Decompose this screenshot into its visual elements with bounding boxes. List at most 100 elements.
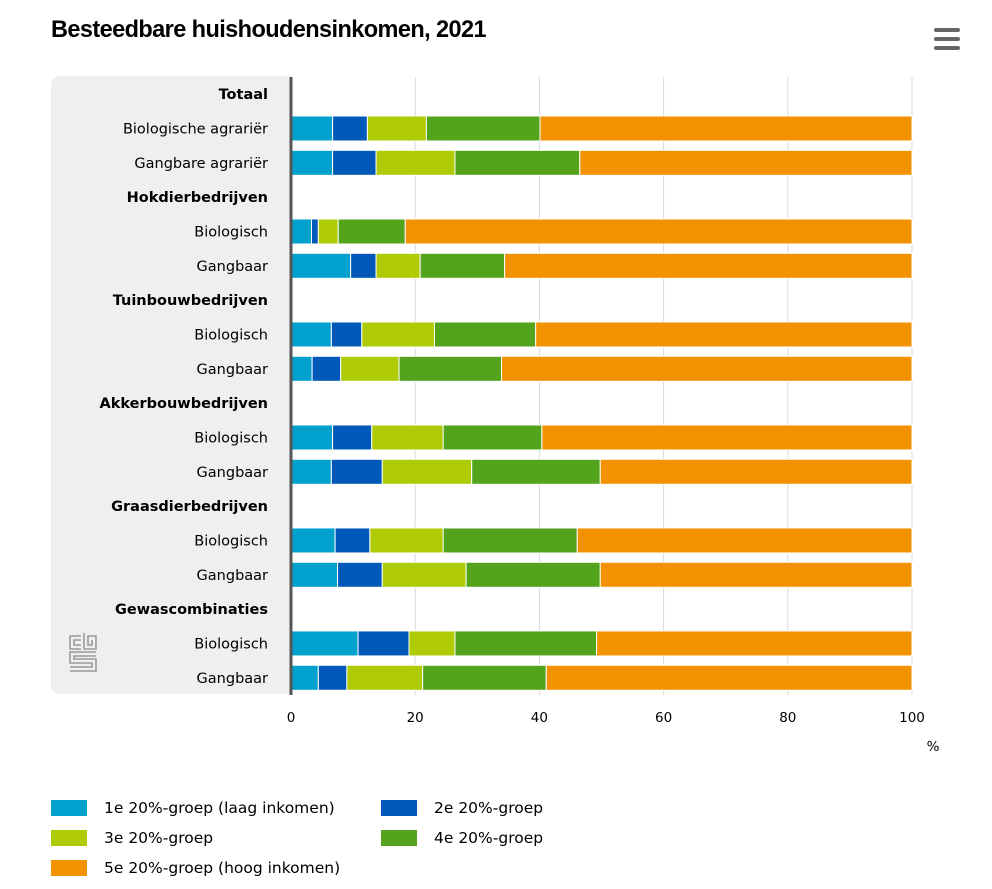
bar-segment-series-2[interactable] [332, 115, 368, 142]
bar-segment-series-5[interactable] [541, 424, 913, 451]
bar-segment-series-3[interactable] [381, 458, 473, 485]
bar-segment-series-2[interactable] [334, 527, 371, 554]
bar-segment-series-3[interactable] [381, 561, 467, 588]
chart-title: Besteedbare huishoudensinkomen, 2021 [51, 16, 487, 43]
legend-swatch [381, 800, 417, 816]
bar-segment-series-5[interactable] [599, 458, 913, 485]
category-label: Gangbaar [197, 465, 268, 481]
bar-segment-series-1[interactable] [290, 424, 334, 451]
category-label: Biologisch [194, 224, 268, 240]
category-label: Biologisch [194, 327, 268, 343]
bar-segment-series-3[interactable] [366, 115, 427, 142]
bar-segment-series-2[interactable] [350, 252, 377, 279]
bar-segment-series-1[interactable] [290, 115, 334, 142]
bar-segment-series-4[interactable] [454, 149, 581, 176]
bar-segment-series-4[interactable] [419, 252, 506, 279]
bar-segment-series-5[interactable] [576, 527, 913, 554]
category-label: Biologisch [194, 430, 268, 446]
group-label: Akkerbouwbedrijven [100, 396, 268, 412]
x-axis-ticks: 0 20 40 60 80 100 [287, 710, 925, 726]
bar-segment-series-4[interactable] [442, 527, 578, 554]
bar-segment-series-2[interactable] [330, 458, 383, 485]
bar-segment-series-4[interactable] [398, 355, 503, 382]
category-labels: Totaal Biologische agrariër Gangbare agrar… [100, 87, 269, 687]
category-label: Biologische agrariër [123, 121, 268, 137]
bar-segment-series-4[interactable] [337, 218, 406, 245]
bar-segment-series-2[interactable] [317, 664, 348, 691]
group-label: Graasdierbedrijven [111, 499, 268, 515]
bar-segment-series-2[interactable] [330, 321, 363, 348]
gridlines [414, 77, 913, 695]
bar-segment-series-1[interactable] [290, 664, 319, 691]
bar-segment-series-3[interactable] [375, 149, 456, 176]
bar-segment-series-4[interactable] [425, 115, 541, 142]
bar-segment-series-4[interactable] [422, 664, 547, 691]
hamburger-menu-icon[interactable] [934, 28, 960, 50]
bar-segment-series-1[interactable] [290, 218, 312, 245]
category-label: Biologisch [194, 533, 268, 549]
x-tick-label: 100 [899, 710, 925, 726]
bar-segment-series-1[interactable] [290, 355, 313, 382]
legend-label: 1e 20%-groep (laag inkomen) [104, 799, 335, 817]
bar-segment-series-2[interactable] [337, 561, 383, 588]
bar-segment-series-1[interactable] [290, 630, 359, 657]
category-label: Gangbare agrariër [134, 156, 268, 172]
category-label-panel [51, 76, 291, 694]
bar-segment-series-4[interactable] [471, 458, 601, 485]
bar-segment-series-2[interactable] [332, 424, 373, 451]
bar-segment-series-5[interactable] [579, 149, 913, 176]
x-tick-label: 20 [407, 710, 424, 726]
bar-segment-series-1[interactable] [290, 149, 334, 176]
legend-label: 3e 20%-groep [104, 829, 214, 847]
legend-label: 5e 20%-groep (hoog inkomen) [104, 859, 341, 877]
bar-segment-series-3[interactable] [369, 527, 444, 554]
category-label: Biologisch [194, 636, 268, 652]
bar-segment-series-5[interactable] [504, 252, 913, 279]
bar-segment-series-5[interactable] [545, 664, 913, 691]
legend-item[interactable]: 5e 20%-groep (hoog inkomen) [51, 858, 340, 878]
bar-segment-series-4[interactable] [442, 424, 543, 451]
bar-segment-series-5[interactable] [539, 115, 913, 142]
bar-segment-series-2[interactable] [332, 149, 377, 176]
legend-swatch [51, 800, 87, 816]
x-tick-label: 40 [531, 710, 548, 726]
bar-segment-series-4[interactable] [433, 321, 537, 348]
bar-segment-series-3[interactable] [375, 252, 421, 279]
bar-segment-series-3[interactable] [317, 218, 339, 245]
bar-segment-series-1[interactable] [290, 252, 352, 279]
bar-segment-series-5[interactable] [535, 321, 913, 348]
group-label: Hokdierbedrijven [127, 190, 268, 206]
bars [290, 115, 913, 691]
bar-segment-series-2[interactable] [311, 355, 342, 382]
bar-segment-series-5[interactable] [599, 561, 913, 588]
bar-segment-series-3[interactable] [346, 664, 424, 691]
x-tick-label: 60 [655, 710, 672, 726]
bar-segment-series-1[interactable] [290, 527, 336, 554]
bar-segment-series-1[interactable] [290, 561, 339, 588]
bar-segment-series-1[interactable] [290, 321, 332, 348]
bar-segment-series-2[interactable] [310, 218, 319, 245]
legend-label: 4e 20%-groep [434, 829, 544, 847]
bar-segment-series-3[interactable] [361, 321, 435, 348]
legend-swatch [381, 830, 417, 846]
legend-item[interactable]: 1e 20%-groep (laag inkomen) [51, 798, 335, 818]
bar-segment-series-4[interactable] [454, 630, 598, 657]
legend-swatch [51, 860, 87, 876]
bar-segment-series-3[interactable] [371, 424, 444, 451]
bar-segment-series-5[interactable] [501, 355, 913, 382]
category-label: Gangbaar [197, 259, 268, 275]
bar-segment-series-2[interactable] [357, 630, 410, 657]
legend-label: 2e 20%-groep [434, 799, 544, 817]
bar-segment-series-3[interactable] [340, 355, 400, 382]
bar-segment-series-1[interactable] [290, 458, 332, 485]
bar-segment-series-4[interactable] [465, 561, 601, 588]
category-label: Gangbaar [197, 568, 268, 584]
bar-segment-series-3[interactable] [408, 630, 456, 657]
bar-segment-series-5[interactable] [596, 630, 913, 657]
bar-segment-series-5[interactable] [404, 218, 913, 245]
category-label: Gangbaar [197, 671, 268, 687]
legend-item[interactable]: 4e 20%-groep [381, 828, 543, 848]
legend-item[interactable]: 3e 20%-groep [51, 828, 213, 848]
category-label: Gangbaar [197, 362, 268, 378]
legend-item[interactable]: 2e 20%-groep [381, 798, 543, 818]
